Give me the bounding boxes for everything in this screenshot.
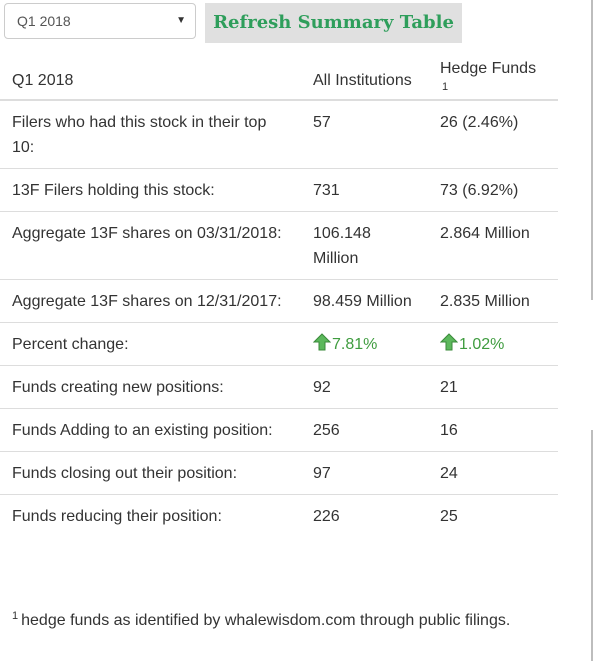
row-label: Aggregate 13F shares on 12/31/2017: xyxy=(0,279,301,323)
all-institutions-change-value: 7.81% xyxy=(332,336,378,353)
row-label: Filers who had this stock in their top 1… xyxy=(12,114,267,156)
header-hedge-funds-label: Hedge Funds xyxy=(440,60,537,77)
summary-toolbar: Q1 2018 ▼ Refresh Summary Table xyxy=(4,3,474,43)
header-all-institutions: All Institutions xyxy=(301,48,428,101)
quarter-select-value: Q1 2018 xyxy=(17,13,71,29)
hedge-funds-value: 26 (2.46%) xyxy=(440,114,519,131)
hedge-funds-value: 73 (6.92%) xyxy=(428,168,558,212)
all-institutions-value: 731 xyxy=(301,168,428,212)
header-period: Q1 2018 xyxy=(0,48,301,101)
all-institutions-value: 256 xyxy=(301,408,428,452)
hedge-funds-value: 25 xyxy=(428,494,558,537)
all-institutions-value: 57 xyxy=(313,114,331,131)
arrow-up-icon xyxy=(440,333,458,351)
table-row: Filers who had this stock in their top 1… xyxy=(0,100,558,169)
table-footnote: 1 hedge funds as identified by whalewisdo… xyxy=(12,604,552,633)
summary-table: Q1 2018 All Institutions Hedge Funds 1 F… xyxy=(0,48,558,537)
footnote-ref: 1 xyxy=(442,81,449,93)
row-label: Funds Adding to an existing position: xyxy=(0,408,301,452)
footnote-text: hedge funds as identified by whalewisdom… xyxy=(21,612,511,629)
hedge-funds-value: 2.835 Million xyxy=(428,279,558,323)
hedge-funds-change-value: 1.02% xyxy=(459,336,505,353)
table-row: Aggregate 13F shares on 03/31/2018: 106.… xyxy=(0,211,558,280)
refresh-summary-button[interactable]: Refresh Summary Table xyxy=(205,3,462,43)
hedge-funds-value: 21 xyxy=(428,365,558,409)
hedge-funds-value: 2.864 Million xyxy=(428,211,558,280)
table-row: Funds creating new positions: 92 21 xyxy=(0,365,558,409)
row-label: Funds closing out their position: xyxy=(0,451,301,495)
row-label: Funds reducing their position: xyxy=(0,494,301,537)
scrollbar-edge xyxy=(591,0,593,300)
all-institutions-value: 226 xyxy=(301,494,428,537)
chevron-down-icon: ▼ xyxy=(176,15,186,26)
hedge-funds-value: 16 xyxy=(428,408,558,452)
all-institutions-value: 98.459 Million xyxy=(301,279,428,323)
footnote-marker: 1 xyxy=(12,610,19,622)
all-institutions-value: 92 xyxy=(301,365,428,409)
hedge-funds-change: 1.02% xyxy=(428,322,558,366)
row-label: 13F Filers holding this stock: xyxy=(0,168,301,212)
table-row: Funds Adding to an existing position: 25… xyxy=(0,408,558,452)
table-row: Percent change: 7.81% 1.02% xyxy=(0,322,558,366)
table-header-row: Q1 2018 All Institutions Hedge Funds 1 xyxy=(0,48,558,101)
row-label: Aggregate 13F shares on 03/31/2018: xyxy=(0,211,301,280)
summary-table-container: Q1 2018 All Institutions Hedge Funds 1 F… xyxy=(0,48,558,537)
row-label: Percent change: xyxy=(0,322,301,366)
header-hedge-funds: Hedge Funds 1 xyxy=(428,48,558,101)
all-institutions-value: 106.148 Million xyxy=(301,211,428,280)
row-label: Funds creating new positions: xyxy=(0,365,301,409)
table-row: Funds closing out their position: 97 24 xyxy=(0,451,558,495)
scrollbar-edge xyxy=(591,430,593,661)
table-row: Aggregate 13F shares on 12/31/2017: 98.4… xyxy=(0,279,558,323)
all-institutions-value: 97 xyxy=(301,451,428,495)
quarter-select[interactable]: Q1 2018 ▼ xyxy=(4,3,196,39)
table-row: 13F Filers holding this stock: 731 73 (6… xyxy=(0,168,558,212)
hedge-funds-value: 24 xyxy=(428,451,558,495)
arrow-up-icon xyxy=(313,333,331,351)
table-row: Funds reducing their position: 226 25 xyxy=(0,494,558,537)
all-institutions-change: 7.81% xyxy=(301,322,428,366)
